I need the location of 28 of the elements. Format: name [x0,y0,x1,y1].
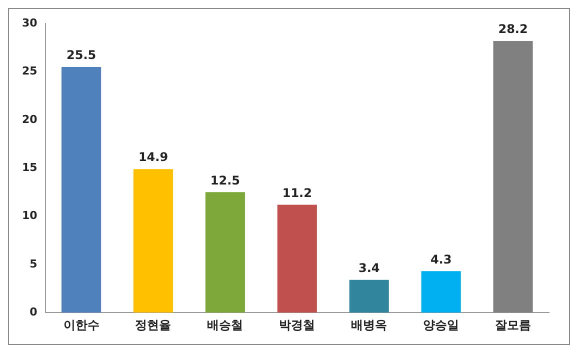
bar [277,204,317,313]
x-tick-label: 배승철 [207,318,244,332]
y-tick-label: 5 [30,257,38,270]
x-tick-label: 배병옥 [351,318,388,332]
y-tick-label: 30 [22,16,38,30]
data-label: 25.5 [66,48,96,62]
bar [493,40,533,313]
y-tick-label: 25 [22,64,38,78]
data-label: 4.3 [430,252,452,266]
y-tick-label: 10 [22,209,38,222]
data-label: 3.4 [358,260,380,275]
x-tick-label: 정현율 [135,318,172,332]
data-label: 14.9 [138,150,168,164]
bar [205,192,245,313]
x-tick-label: 박경철 [279,318,316,332]
data-label: 28.2 [498,22,528,36]
data-label: 11.2 [282,186,312,200]
x-tick-label: 양승일 [423,318,460,332]
x-tick-label: 이한수 [63,318,100,332]
y-tick-label: 15 [22,160,38,174]
x-tick-label: 잘모름 [495,318,532,332]
y-tick-label: 20 [22,112,38,126]
bar [133,169,174,313]
bar [62,66,102,313]
bar [421,271,461,313]
data-label: 12.5 [210,173,240,188]
bar [349,280,389,313]
y-tick-label: 0 [30,305,38,318]
